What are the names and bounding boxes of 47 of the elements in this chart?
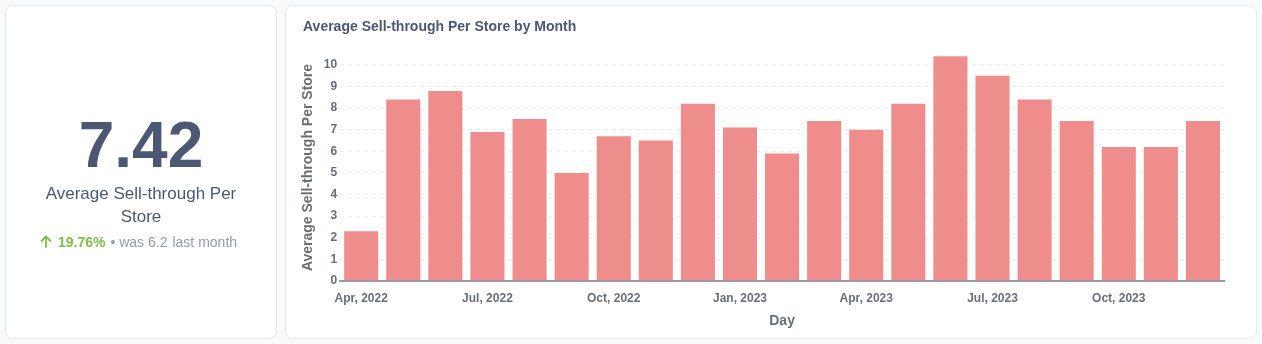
text: 19.76%	[57, 234, 106, 250]
x-tick-label: Jan, 2023	[712, 291, 768, 306]
y-tick-label: 6	[330, 143, 338, 158]
bar	[765, 153, 800, 281]
text: 7.42	[77, 109, 205, 181]
bar	[386, 99, 421, 281]
y-tick-label: 8	[330, 100, 338, 115]
bar	[344, 231, 379, 281]
bar	[1017, 99, 1052, 281]
bar	[849, 129, 884, 281]
x-tick-label: Jul, 2023	[967, 291, 1019, 306]
bar	[1143, 147, 1178, 281]
y-tick-label: 3	[330, 208, 338, 223]
chart-title: Average Sell-through Per Store by Month	[303, 18, 577, 34]
x-axis-title: Day	[769, 312, 796, 329]
y-tick-label: 4	[330, 186, 338, 201]
bar	[1059, 121, 1094, 281]
x-tick-label: Oct, 2023	[1092, 291, 1146, 306]
x-tick-label: Jul, 2022	[462, 291, 514, 306]
y-tick-label: 1	[330, 251, 338, 266]
bar	[722, 127, 758, 281]
y-tick-label: 9	[330, 78, 338, 93]
x-tick-label: Apr, 2022	[334, 291, 389, 306]
bar	[1185, 121, 1220, 281]
bar	[891, 103, 926, 281]
bar	[512, 118, 547, 281]
text: • was 6.2	[110, 234, 168, 250]
bar	[470, 131, 505, 281]
y-tick-label: 0	[330, 273, 338, 288]
bar	[933, 56, 968, 281]
bar	[428, 90, 463, 281]
y-tick-label: 2	[330, 229, 338, 244]
x-tick-label: Apr, 2023	[839, 291, 894, 306]
y-tick-label: 10	[323, 57, 338, 72]
bar	[638, 140, 673, 281]
y-axis-title: Average Sell-through Per Store	[299, 63, 316, 272]
bar	[807, 121, 842, 281]
bar	[554, 172, 589, 281]
bar	[596, 136, 631, 281]
bar	[1101, 147, 1136, 281]
y-tick-label: 5	[330, 165, 338, 180]
text: last month	[172, 234, 238, 250]
text: Average Sell-through Per Store	[44, 183, 238, 228]
bar	[680, 103, 715, 281]
x-tick-label: Oct, 2022	[587, 291, 641, 306]
y-tick-label: 7	[330, 122, 338, 137]
bar	[975, 75, 1010, 281]
